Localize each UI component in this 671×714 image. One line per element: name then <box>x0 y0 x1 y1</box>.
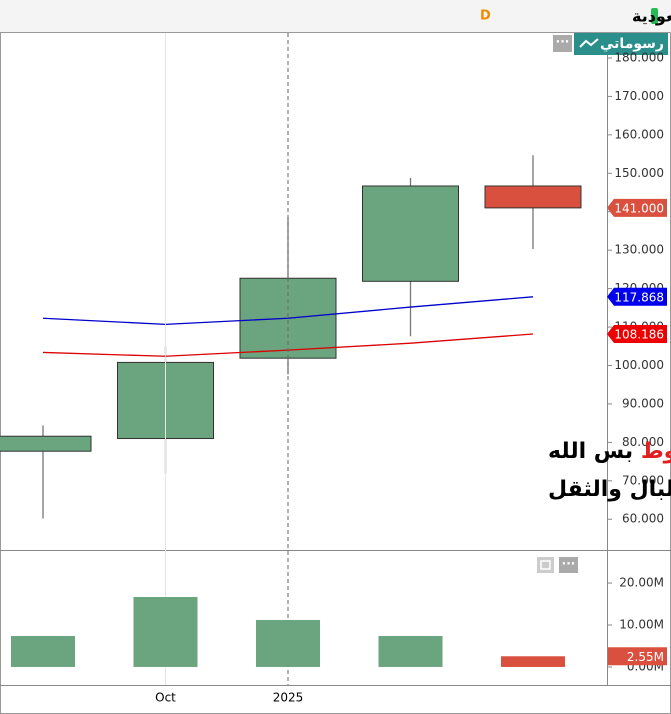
plot <box>0 33 582 685</box>
annotation-part: بس الله <box>548 439 633 464</box>
header-bar <box>0 0 671 32</box>
y-tick-label: 60.000 <box>622 512 664 526</box>
price-label: 117.868 <box>614 290 664 304</box>
price-label: 141.000 <box>614 201 664 215</box>
candle-body <box>0 435 92 452</box>
moving-average <box>42 296 534 326</box>
logo-text: رسوماتي <box>600 36 664 52</box>
pane-icon <box>540 560 551 570</box>
header-title: الكابلات السعودية <box>632 7 671 26</box>
y-tick-label: 100.000 <box>614 358 664 372</box>
candle-body <box>484 185 582 209</box>
annotation: تصبر 32 ريال هبوط بس الله <box>548 434 671 467</box>
y-tick-label: 160.000 <box>614 127 664 141</box>
price-label-box <box>607 325 667 344</box>
y-tick-label: 70.000 <box>622 473 664 487</box>
volume-bar <box>11 635 75 667</box>
y-tick-label: 80.000 <box>622 435 664 449</box>
pane-menu-button[interactable] <box>559 557 578 573</box>
menu-dots: ··· <box>562 557 576 571</box>
price-label: 108.186 <box>614 328 664 342</box>
volume-bar <box>256 620 320 667</box>
y-tick-label: 90.000 <box>622 396 664 410</box>
header-badge: D <box>480 9 491 24</box>
y-tick-label: 180.000 <box>614 50 664 64</box>
value-label: 2.55M <box>627 650 664 664</box>
y-tick-label: 170.000 <box>614 89 664 103</box>
volume-bar <box>133 597 198 667</box>
y-tick-label: 10.00M <box>619 618 664 632</box>
price-label-box <box>607 287 667 306</box>
annotation: يعطينا طولة البال والثقل <box>548 477 671 502</box>
pane-button[interactable] <box>537 557 554 573</box>
price-label-box <box>607 198 667 217</box>
annotation-part: يعطينا طولة البال والثقل <box>548 477 671 502</box>
y-tick-label: 20.00M <box>619 576 664 590</box>
volume-bar <box>501 656 565 667</box>
candle-body <box>362 185 459 282</box>
volume-bar <box>378 635 443 667</box>
x-tick-label: 2025 <box>273 691 304 705</box>
annotation-part: ريال هبوط <box>641 439 671 464</box>
status-icon <box>651 8 658 24</box>
x-tick-label: Oct <box>155 691 176 705</box>
value-label-box <box>608 647 667 666</box>
y-tick-label: 150.000 <box>614 166 664 180</box>
y-tick-label: 130.000 <box>614 243 664 257</box>
logo-icon <box>579 38 599 48</box>
menu-button[interactable] <box>553 35 572 52</box>
menu-dots: ··· <box>556 35 570 49</box>
